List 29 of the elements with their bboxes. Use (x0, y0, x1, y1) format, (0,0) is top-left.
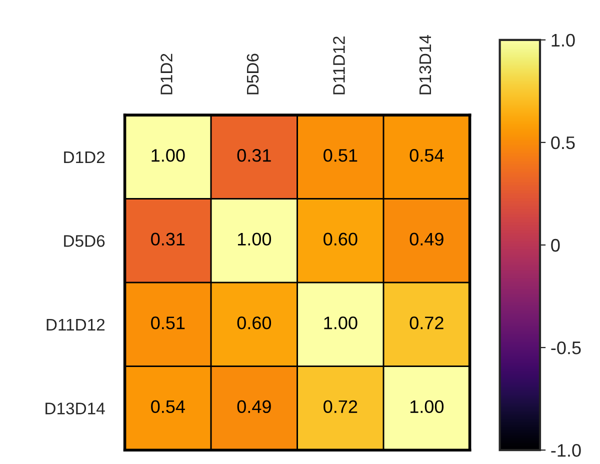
data-label: 0.54 (151, 400, 185, 414)
x-tick-label: D1D2 (160, 54, 172, 94)
data-label: 0.72 (324, 400, 358, 414)
y-tick-label: D13D14 (46, 402, 105, 414)
data-label: 0.60 (324, 232, 358, 246)
y-tick-label: D11D12 (46, 318, 105, 330)
data-label: 0.60 (237, 316, 272, 330)
data-label: 1.00 (410, 400, 444, 414)
y-tick-label: D1D2 (64, 151, 105, 163)
data-label: 1.00 (238, 232, 272, 246)
color-bar-label: 0.5 (551, 136, 575, 150)
data-label: 0.72 (410, 316, 444, 330)
data-label: 0.31 (151, 232, 185, 246)
data-label: 0.51 (151, 316, 185, 330)
x-tick-label: D5D6 (246, 54, 259, 94)
data-label: 1.00 (152, 149, 185, 162)
color-bar-label: -1.0 (551, 444, 581, 457)
data-label: 0.49 (410, 232, 444, 246)
data-label: 1.00 (324, 316, 358, 330)
color-bar-label: 0 (551, 238, 560, 252)
data-label: 0.49 (237, 400, 271, 414)
data-label: 0.31 (237, 149, 271, 162)
x-tick-label: D11D12 (333, 36, 345, 94)
data-label: 0.54 (410, 149, 444, 162)
x-tick-label: D13D14 (419, 34, 432, 94)
color-bar-label: 1.0 (552, 34, 575, 47)
y-tick-label: D5D6 (64, 235, 105, 247)
color-bar-label: -0.5 (551, 341, 581, 354)
data-label: 0.51 (324, 149, 358, 162)
